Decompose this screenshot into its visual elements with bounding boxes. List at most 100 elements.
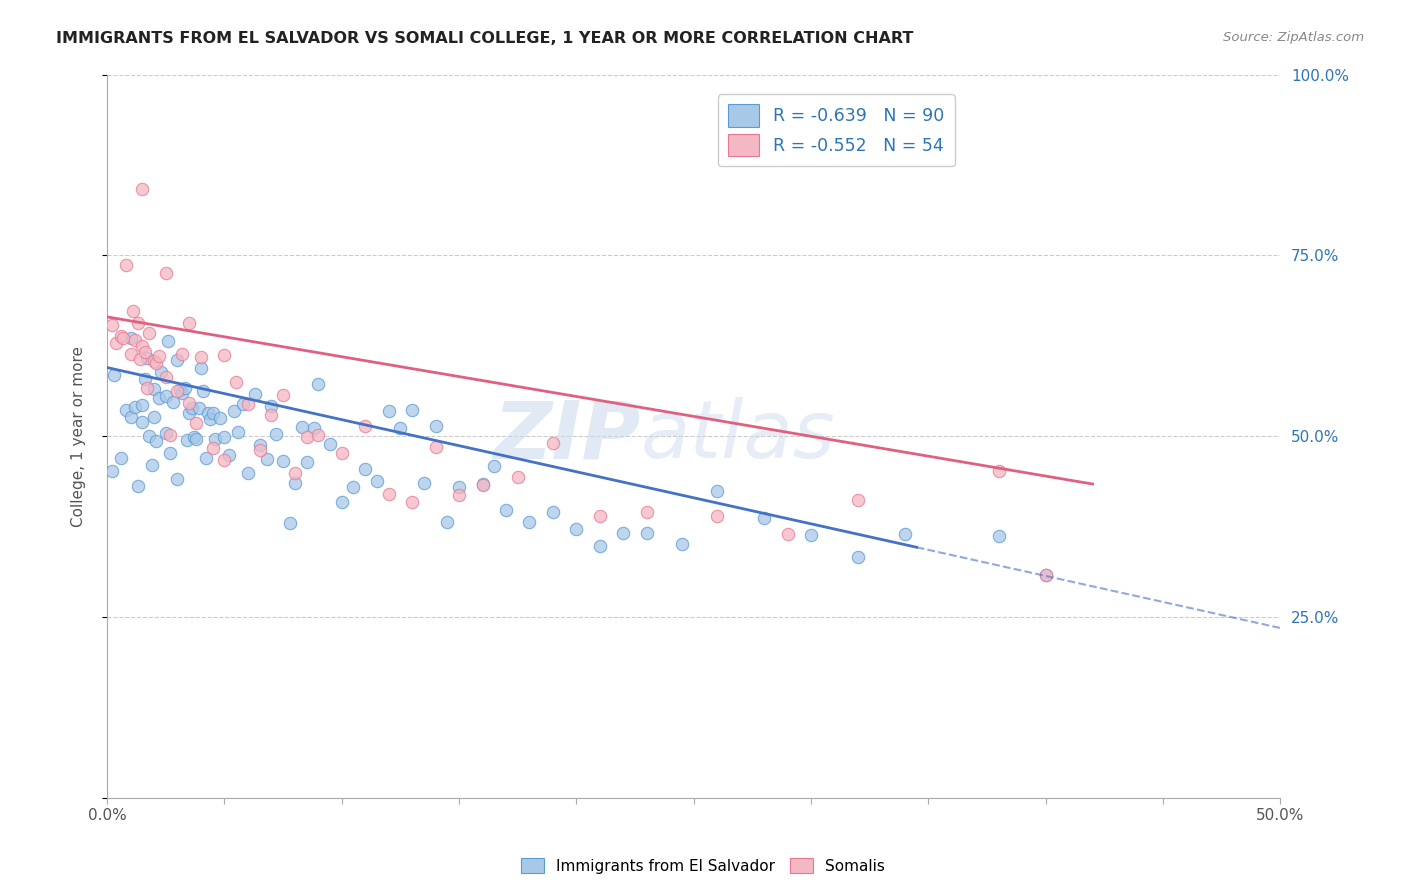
Point	[162, 394, 184, 409]
Point	[295, 430, 318, 444]
Point	[179, 316, 201, 330]
Point	[706, 484, 728, 499]
Point	[148, 349, 170, 363]
Point	[214, 452, 236, 467]
Point	[225, 375, 247, 389]
Point	[120, 346, 142, 360]
Point	[201, 441, 224, 455]
Point	[307, 376, 329, 391]
Point	[484, 459, 506, 474]
Point	[222, 404, 245, 418]
Point	[271, 387, 294, 401]
Point	[193, 384, 215, 398]
Point	[706, 508, 728, 523]
Point	[354, 418, 377, 433]
Point	[179, 406, 201, 420]
Point	[186, 416, 208, 430]
Point	[187, 401, 209, 416]
Point	[204, 432, 226, 446]
Point	[366, 475, 388, 489]
Point	[846, 549, 869, 564]
Text: IMMIGRANTS FROM EL SALVADOR VS SOMALI COLLEGE, 1 YEAR OR MORE CORRELATION CHART: IMMIGRANTS FROM EL SALVADOR VS SOMALI CO…	[56, 31, 914, 46]
Point	[124, 333, 146, 347]
Point	[197, 406, 219, 420]
Point	[319, 437, 342, 451]
Point	[110, 450, 132, 465]
Point	[136, 351, 159, 365]
Point	[894, 527, 917, 541]
Point	[134, 372, 156, 386]
Point	[112, 331, 135, 345]
Point	[131, 181, 153, 195]
Point	[194, 450, 217, 465]
Point	[425, 440, 447, 454]
Point	[100, 318, 122, 333]
Point	[436, 516, 458, 530]
Point	[122, 304, 145, 318]
Point	[987, 529, 1010, 543]
Point	[987, 463, 1010, 477]
Point	[1035, 568, 1057, 582]
Legend: Immigrants from El Salvador, Somalis: Immigrants from El Salvador, Somalis	[515, 852, 891, 880]
Point	[131, 339, 153, 353]
Point	[143, 382, 166, 396]
Point	[260, 408, 283, 422]
Point	[214, 348, 236, 362]
Point	[166, 384, 188, 398]
Point	[180, 401, 202, 416]
Point	[100, 464, 122, 478]
Point	[295, 455, 318, 469]
Point	[330, 495, 353, 509]
Point	[172, 385, 194, 400]
Point	[201, 406, 224, 420]
Point	[134, 345, 156, 359]
Point	[143, 353, 166, 368]
Point	[671, 536, 693, 550]
Point	[155, 426, 177, 441]
Point	[159, 446, 181, 460]
Point	[145, 434, 167, 448]
Point	[127, 479, 149, 493]
Point	[110, 328, 132, 343]
Point	[377, 404, 399, 418]
Point	[115, 258, 138, 272]
Point	[589, 539, 612, 553]
Point	[506, 470, 529, 484]
Point	[105, 336, 128, 351]
Point	[249, 438, 271, 452]
Point	[495, 503, 517, 517]
Point	[103, 368, 125, 382]
Point	[232, 397, 254, 411]
Point	[214, 430, 236, 444]
Point	[243, 387, 266, 401]
Point	[145, 356, 167, 370]
Point	[307, 428, 329, 442]
Point	[157, 334, 180, 348]
Point	[284, 476, 307, 491]
Point	[449, 480, 471, 494]
Point	[449, 488, 471, 502]
Point	[183, 429, 205, 443]
Point	[124, 401, 146, 415]
Point	[186, 432, 208, 446]
Point	[115, 403, 138, 417]
Point	[155, 370, 177, 384]
Point	[271, 453, 294, 467]
Point	[342, 480, 364, 494]
Point	[136, 381, 159, 395]
Point	[636, 525, 658, 540]
Point	[249, 442, 271, 457]
Point	[200, 412, 222, 426]
Point	[190, 350, 212, 364]
Point	[179, 396, 201, 410]
Y-axis label: College, 1 year or more: College, 1 year or more	[72, 346, 86, 527]
Point	[389, 421, 412, 435]
Point	[131, 415, 153, 429]
Point	[138, 326, 160, 340]
Point	[143, 410, 166, 425]
Point	[471, 477, 494, 491]
Point	[800, 528, 823, 542]
Point	[612, 525, 634, 540]
Point	[236, 467, 259, 481]
Point	[141, 458, 163, 472]
